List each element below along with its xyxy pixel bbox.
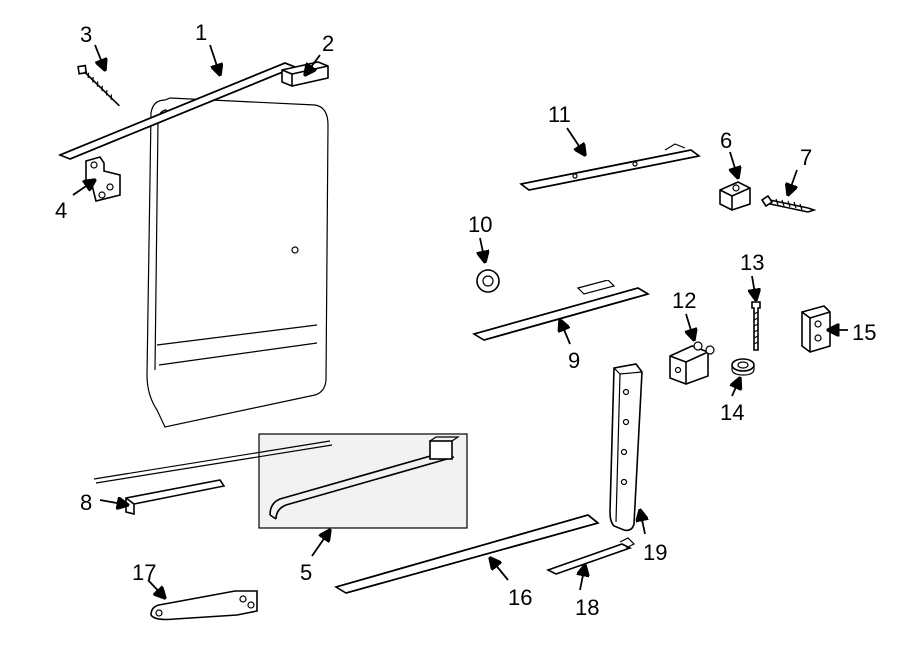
callout-arrow-16 [490, 558, 508, 580]
callout-label-7: 7 [800, 145, 812, 171]
callout-arrow-18 [580, 565, 585, 590]
parts-diagram: 12345678910111213141516171819 [0, 0, 900, 661]
callout-label-8: 8 [80, 490, 92, 516]
callout-arrow-9 [560, 320, 570, 344]
callout-arrow-3 [95, 45, 105, 70]
callout-arrow-12 [686, 314, 694, 340]
callout-arrow-6 [730, 152, 738, 178]
callout-arrow-4 [73, 180, 95, 195]
callout-arrow-11 [567, 128, 585, 155]
callout-label-1: 1 [195, 20, 207, 46]
callout-label-9: 9 [568, 348, 580, 374]
callout-label-5: 5 [300, 560, 312, 586]
callout-label-12: 12 [672, 288, 696, 314]
callout-label-3: 3 [80, 22, 92, 48]
callout-arrow-8 [100, 500, 128, 505]
callout-label-14: 14 [720, 400, 744, 426]
callout-label-2: 2 [322, 31, 334, 57]
callout-label-13: 13 [740, 250, 764, 276]
callout-arrow-10 [480, 238, 485, 262]
callout-arrow-19 [640, 510, 645, 534]
callout-label-10: 10 [468, 212, 492, 238]
callout-arrow-13 [752, 276, 756, 300]
callout-label-4: 4 [55, 198, 67, 224]
callout-arrow-2 [305, 55, 320, 75]
callout-label-6: 6 [720, 128, 732, 154]
callout-label-16: 16 [508, 585, 532, 611]
callout-label-15: 15 [852, 320, 876, 346]
callout-arrow-1 [210, 45, 220, 75]
callout-label-18: 18 [575, 595, 599, 621]
callout-arrow-5 [312, 530, 330, 556]
callout-label-17: 17 [132, 560, 156, 586]
callout-label-19: 19 [643, 540, 667, 566]
callout-label-11: 11 [548, 102, 571, 128]
callout-arrow-7 [788, 170, 797, 195]
callout-arrow-14 [732, 378, 740, 396]
